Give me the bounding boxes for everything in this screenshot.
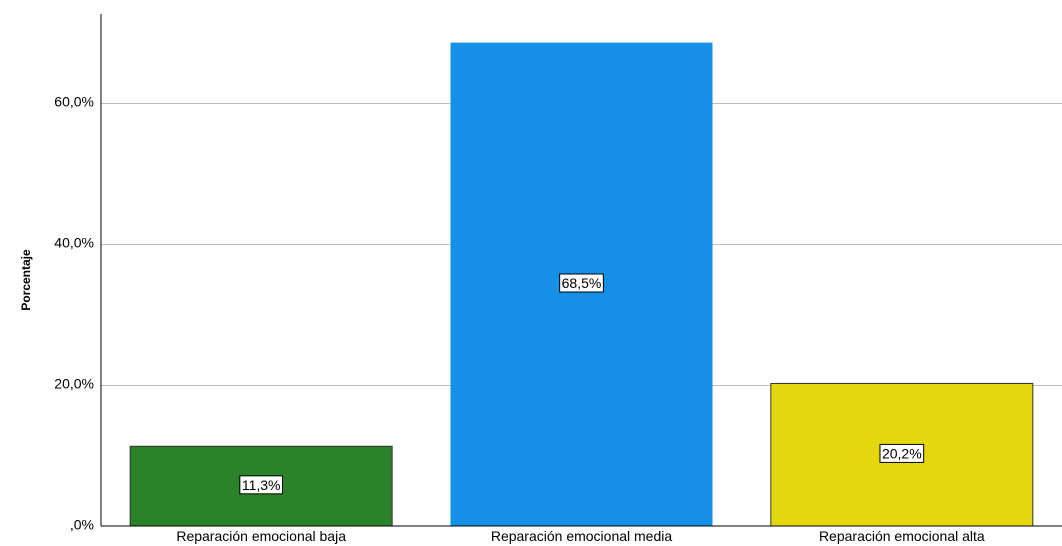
data-label-text: 20,2% bbox=[882, 445, 922, 461]
data-label: 68,5% bbox=[559, 273, 604, 293]
data-label-box bbox=[879, 443, 925, 463]
data-label-text: 11,3% bbox=[242, 477, 281, 493]
data-label-box bbox=[559, 273, 604, 293]
data-label-text: 68,5% bbox=[562, 275, 602, 291]
data-label-box bbox=[239, 475, 284, 495]
data-labels: 11,3% 68,5% 20,2% bbox=[239, 273, 925, 495]
y-tick-label: 40,0% bbox=[54, 234, 94, 250]
y-tick-label: ,0% bbox=[70, 517, 94, 533]
data-label: 20,2% bbox=[879, 443, 925, 463]
x-tick-label: Reparación emocional alta bbox=[819, 528, 985, 544]
axes bbox=[100, 14, 1062, 527]
y-tick-label: 60,0% bbox=[54, 93, 94, 109]
x-tick-labels: Reparación emocional baja Reparación emoc… bbox=[176, 528, 985, 544]
x-tick-label: Reparación emocional media bbox=[491, 528, 673, 544]
y-tick-label: 20,0% bbox=[54, 376, 94, 392]
x-tick-label: Reparación emocional baja bbox=[176, 528, 346, 544]
y-tick-labels: ,0% 20,0% 40,0% 60,0% bbox=[54, 93, 94, 532]
data-label: 11,3% bbox=[239, 475, 284, 495]
y-axis-title: Porcentaje bbox=[19, 249, 33, 311]
